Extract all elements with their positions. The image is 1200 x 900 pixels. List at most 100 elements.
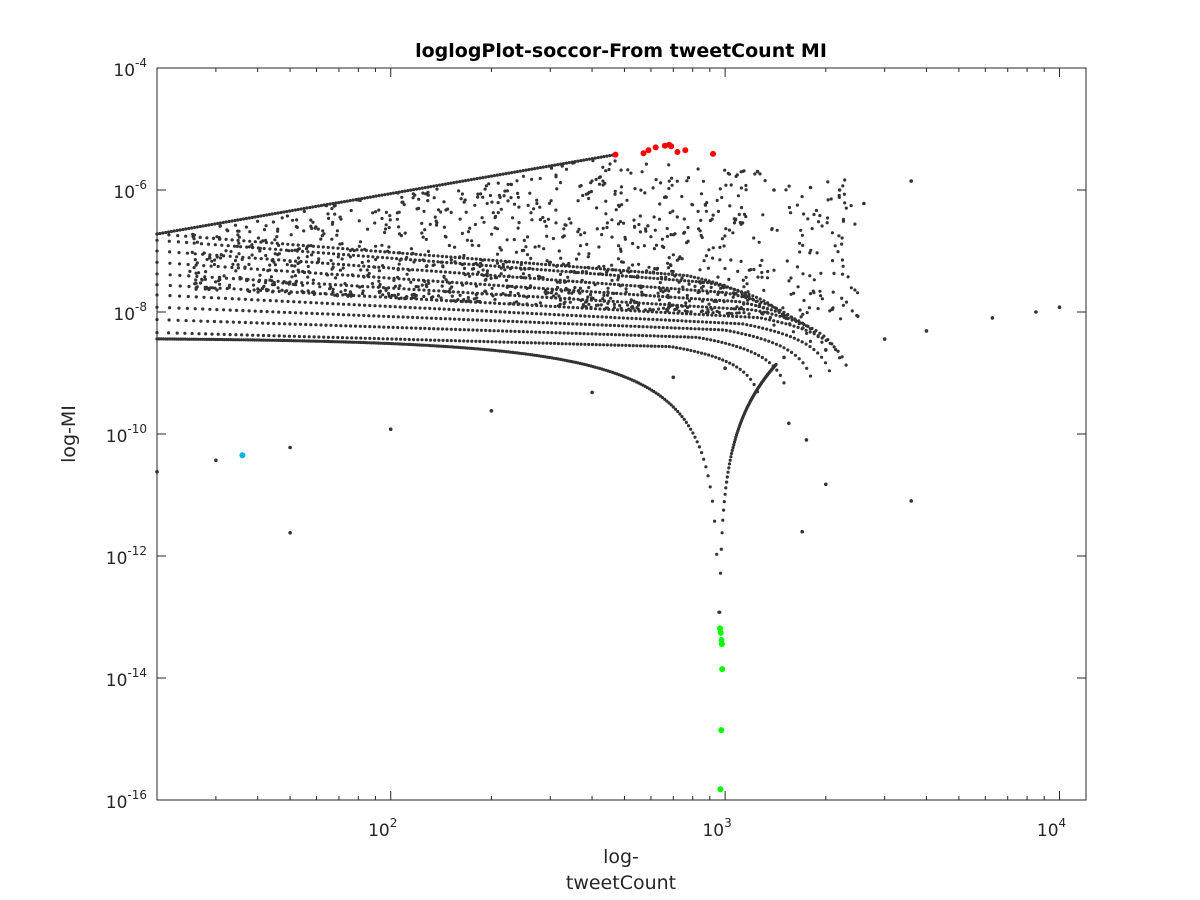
data-point <box>253 309 257 313</box>
data-point <box>541 286 545 291</box>
data-point <box>727 462 732 466</box>
data-point <box>693 297 698 301</box>
data-point <box>219 253 223 257</box>
data-point <box>549 296 553 300</box>
data-point <box>610 332 614 337</box>
data-point <box>317 257 321 261</box>
data-point <box>438 183 442 187</box>
data-point <box>822 334 826 338</box>
data-point <box>410 296 414 300</box>
data-point <box>388 304 392 309</box>
data-point <box>356 274 360 278</box>
data-point <box>517 221 521 225</box>
highlight-point-red <box>710 150 716 157</box>
data-point <box>738 346 742 350</box>
data-point <box>489 273 493 277</box>
data-point <box>462 317 466 322</box>
data-point <box>755 169 760 174</box>
data-point <box>275 235 279 239</box>
data-point <box>717 321 721 325</box>
data-point <box>396 191 400 195</box>
data-point <box>312 290 316 294</box>
data-point <box>326 335 330 339</box>
data-point <box>819 271 823 275</box>
data-point <box>261 333 266 338</box>
data-point <box>239 287 243 291</box>
data-point <box>587 285 591 290</box>
data-point <box>576 199 580 203</box>
data-point <box>831 306 835 310</box>
data-point <box>277 258 281 262</box>
data-point <box>387 314 391 319</box>
data-point <box>403 337 407 341</box>
data-point <box>172 229 176 233</box>
data-point <box>248 230 252 234</box>
data-point <box>358 240 363 244</box>
data-point <box>606 286 610 290</box>
data-point <box>837 195 841 199</box>
data-point <box>640 170 644 174</box>
data-point <box>592 272 597 276</box>
data-point <box>689 296 694 301</box>
data-point <box>801 243 805 247</box>
data-point <box>672 318 676 322</box>
data-point <box>304 260 309 264</box>
data-point <box>558 181 563 185</box>
data-point <box>461 308 465 312</box>
data-point <box>480 216 484 220</box>
y-tick-base: 10 <box>106 549 128 569</box>
data-point <box>652 294 657 298</box>
data-point <box>426 199 430 203</box>
data-point <box>647 265 651 269</box>
data-point <box>291 282 295 286</box>
data-point <box>347 302 351 306</box>
data-point <box>412 287 416 292</box>
data-point <box>377 194 381 198</box>
y-tick-label: 10-10 <box>106 422 147 447</box>
data-point <box>697 336 702 340</box>
data-point <box>640 270 645 274</box>
data-point <box>527 168 531 172</box>
data-point <box>513 329 517 333</box>
data-point <box>760 275 764 279</box>
data-point <box>583 231 587 235</box>
data-point <box>671 335 675 339</box>
data-point <box>458 328 462 332</box>
data-point <box>747 315 751 319</box>
data-point <box>396 325 400 330</box>
data-point <box>341 263 346 267</box>
data-point <box>572 270 576 274</box>
data-point <box>591 159 595 163</box>
data-point <box>574 331 578 335</box>
data-point <box>735 365 739 369</box>
data-point <box>773 309 777 313</box>
data-point <box>391 315 395 319</box>
data-point <box>693 312 697 316</box>
data-point <box>476 192 480 196</box>
data-point <box>339 283 343 287</box>
data-point <box>272 321 276 326</box>
data-point <box>421 235 425 239</box>
data-point <box>680 415 684 419</box>
data-point <box>609 343 613 347</box>
data-point <box>322 335 326 339</box>
data-point <box>420 283 424 287</box>
data-point <box>288 310 292 315</box>
data-point <box>652 334 656 338</box>
data-point <box>567 264 572 268</box>
data-point <box>195 240 199 244</box>
data-point <box>192 266 196 270</box>
data-point <box>638 230 643 234</box>
data-point <box>648 276 652 280</box>
data-point <box>774 342 779 346</box>
data-point <box>598 307 602 311</box>
data-point <box>360 248 364 252</box>
data-point <box>371 285 375 289</box>
data-point <box>586 332 590 336</box>
data-point <box>602 291 606 295</box>
data-point <box>176 234 180 238</box>
data-point <box>549 341 553 345</box>
data-point <box>681 285 685 289</box>
data-point <box>621 333 625 337</box>
data-point <box>659 271 663 276</box>
